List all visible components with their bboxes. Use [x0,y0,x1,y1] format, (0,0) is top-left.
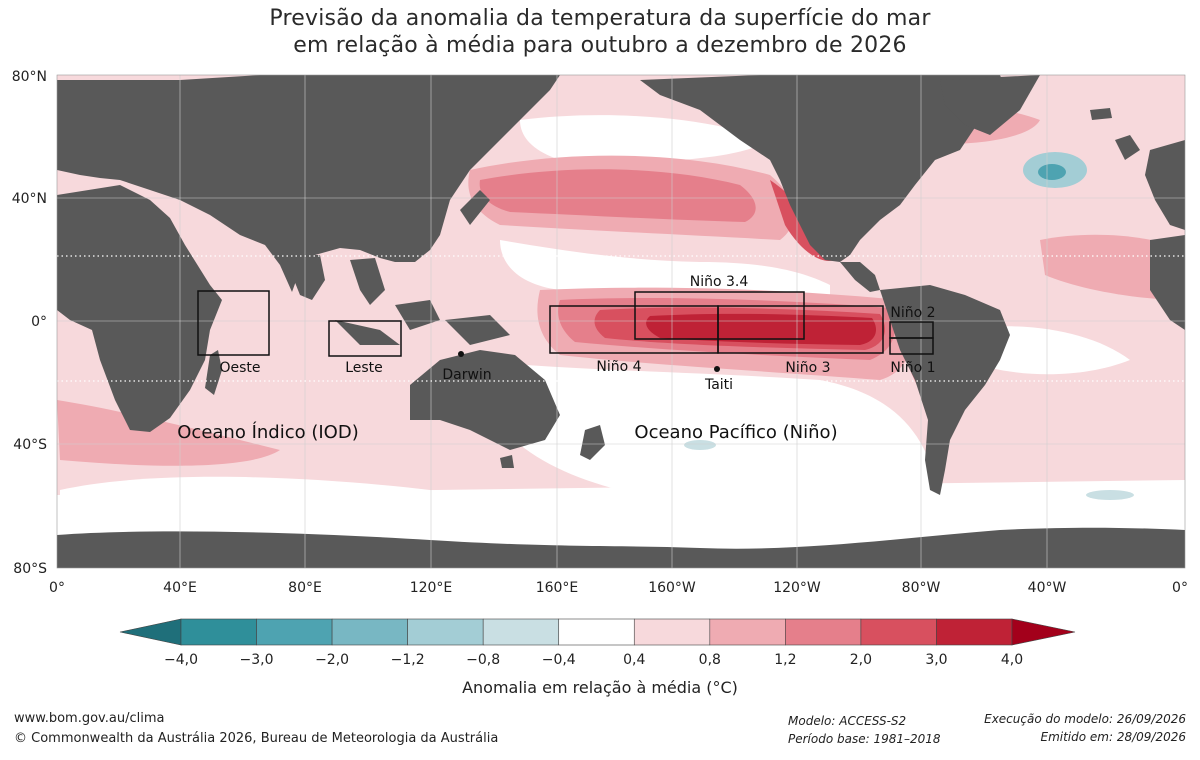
lon-label: 40°E [163,580,197,596]
colorbar-tick-label: 3,0 [925,652,947,668]
map-title-line-2: em relação à média para outubro a dezemb… [293,33,907,58]
colorbar-tick-label: −2,0 [315,652,349,668]
colorbar-tick-label: 4,0 [1001,652,1023,668]
lon-label: 160°E [536,580,579,596]
colorbar-cell [936,618,1013,646]
label-nino4: Niño 4 [596,359,641,375]
nino34-box [634,291,805,340]
graticule [57,75,1185,568]
region-boxes [197,290,934,357]
colorbar-tick-label: 2,0 [850,652,872,668]
label-nino1: Niño 1 [890,360,935,376]
colorbar-tick-label: 0,4 [623,652,645,668]
iod-east-box [328,320,402,357]
colorbar-tick-label: 1,2 [774,652,796,668]
model-name: Modelo: ACCESS-S2 [788,714,907,728]
lon-label: 120°W [773,580,821,596]
colorbar-cell [860,618,937,646]
label-pacific-ocean: Oceano Pacífico (Niño) [634,422,837,443]
colorbar-cell [482,618,560,646]
lon-label: 120°E [410,580,453,596]
colorbar-cell [407,618,484,646]
colorbar-tick-label: −0,4 [542,652,576,668]
colorbar-cell [331,618,408,646]
label-taiti: Taiti [704,377,733,393]
copyright-notice: © Commonwealth da Austrália 2026, Bureau… [14,731,499,746]
label-nino34: Niño 3.4 [690,274,749,290]
issued-date: Emitido em: 28/09/2026 [1040,730,1186,744]
colorbar-cell [785,618,862,646]
map-frame [56,74,1186,569]
iod-west-box [197,290,270,356]
lat-label: 80°N [12,69,47,85]
lat-label: 80°S [13,561,47,577]
model-run-date: Execução do modelo: 26/09/2026 [984,712,1186,726]
colorbar-tick-label: −0,8 [466,652,500,668]
lon-label: 0° [1172,580,1188,596]
colorbar-tick-label: −1,2 [391,652,425,668]
label-nino3: Niño 3 [785,360,830,376]
lon-label: 40°W [1028,580,1067,596]
colorbar-tick-label: −4,0 [164,652,198,668]
colorbar-cell [256,618,333,646]
colorbar-right-arrow [1011,618,1076,646]
lat-label: 40°N [12,191,47,207]
lon-label: 0° [49,580,65,596]
label-leste: Leste [345,360,383,376]
colorbar-cell [558,618,635,646]
nino3-box [717,305,884,354]
colorbar-tick-label: 0,8 [699,652,721,668]
lat-label: 0° [31,314,47,330]
colorbar-title: Anomalia em relação à média (°C) [462,678,738,697]
taiti-marker [714,366,720,372]
colorbar-tick-label: −3,0 [240,652,274,668]
colorbar-cell [633,618,711,646]
lon-label: 160°W [648,580,696,596]
colorbar-legend: −4,0 −3,0 −2,0 −1,2 −0,8 −0,4 0,4 0,8 1,2 2,0 3,0 4… [119,618,1076,668]
label-nino2: Niño 2 [890,305,935,321]
label-darwin: Darwin [442,367,491,383]
map-title-line-1: Previsão da anomalia da temperatura da s… [269,6,931,31]
colorbar-cell [709,618,786,646]
nino1-box [889,337,934,355]
label-oeste: Oeste [219,360,260,376]
land-masses [57,75,1185,568]
label-indian-ocean: Oceano Índico (IOD) [177,421,358,443]
lon-label: 80°E [288,580,322,596]
lat-label: 40°S [13,437,47,453]
darwin-marker [458,351,464,357]
base-period: Período base: 1981–2018 [788,732,941,746]
source-url: www.bom.gov.au/clima [14,711,165,726]
lon-label: 80°W [902,580,941,596]
colorbar-cell [180,618,257,646]
colorbar-left-arrow [119,618,182,646]
